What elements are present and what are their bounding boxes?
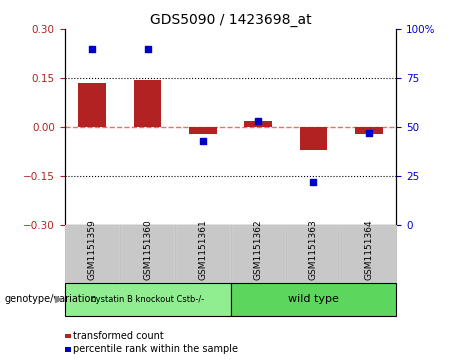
Bar [244,121,272,127]
Text: percentile rank within the sample: percentile rank within the sample [73,344,238,354]
Point [254,118,262,124]
Text: transformed count: transformed count [73,331,164,341]
Bar [134,79,161,127]
Text: GSM1151363: GSM1151363 [309,219,318,280]
Bar [189,127,217,134]
Text: GSM1151362: GSM1151362 [254,219,263,280]
Point [199,138,207,144]
Bar [300,127,327,150]
Text: GSM1151361: GSM1151361 [198,219,207,280]
Point [89,46,96,52]
Text: GSM1151360: GSM1151360 [143,219,152,280]
Point [310,179,317,185]
Text: cystatin B knockout Cstb-/-: cystatin B knockout Cstb-/- [91,295,204,304]
Title: GDS5090 / 1423698_at: GDS5090 / 1423698_at [150,13,311,26]
Text: wild type: wild type [288,294,339,305]
Text: GSM1151364: GSM1151364 [364,219,373,280]
Bar [78,83,106,127]
Point [365,130,372,136]
Bar [355,127,383,134]
Point [144,46,151,52]
Text: GSM1151359: GSM1151359 [88,219,97,280]
Text: genotype/variation: genotype/variation [5,294,97,305]
